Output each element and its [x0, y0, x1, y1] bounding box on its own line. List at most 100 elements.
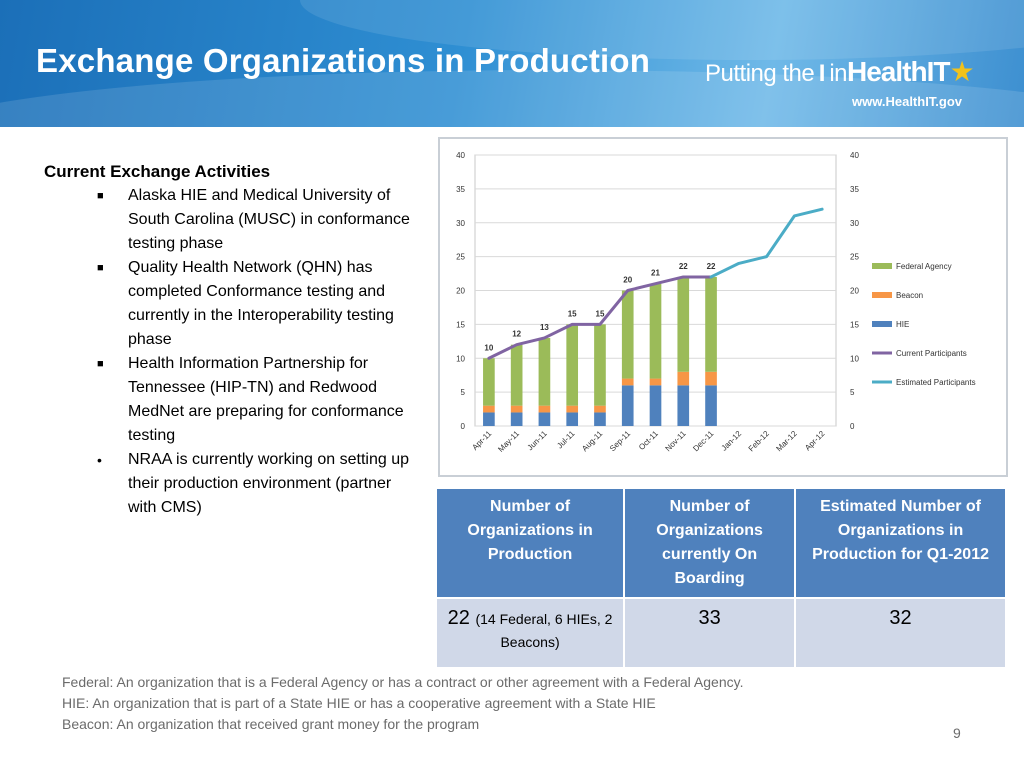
y-tick-label-right: 25: [850, 253, 859, 262]
bar-hie: [621, 385, 634, 426]
data-label: 22: [707, 262, 716, 271]
footnote-hie: HIE: An organization that is part of a S…: [62, 695, 656, 711]
round-bullet-icon: •: [97, 452, 102, 468]
bar-federal-agency: [649, 283, 662, 379]
slide-title: Exchange Organizations in Production: [36, 42, 651, 79]
bar-hie: [566, 412, 579, 426]
y-tick-label-left: 35: [456, 185, 465, 194]
legend-label: Beacon: [896, 291, 923, 300]
cell-estimated: 32: [794, 597, 1007, 669]
bar-federal-agency: [594, 324, 606, 406]
legend-label: Current Participants: [896, 349, 967, 358]
x-tick-label: Mar-12: [774, 429, 799, 454]
x-tick-label: Oct-11: [637, 429, 660, 452]
bar-beacon: [705, 371, 717, 386]
data-label: 20: [623, 276, 632, 285]
data-label: 21: [651, 269, 660, 278]
x-tick-label: Aug-11: [580, 429, 605, 454]
y-tick-label-left: 25: [456, 253, 465, 262]
activities-panel: Current Exchange Activities ■ Alaska HIE …: [44, 162, 414, 520]
bar-federal-agency: [621, 290, 634, 379]
logo-in: in: [829, 60, 848, 87]
line-estimated-participants: [709, 207, 824, 279]
x-tick-label: Feb-12: [747, 429, 772, 454]
cell-onboarding: 33: [623, 597, 797, 669]
healthit-logo: Putting the I inHealthIT★: [705, 55, 975, 88]
legend-swatch: [872, 263, 892, 269]
data-label: 10: [484, 343, 493, 352]
cell-production: 22 (14 Federal, 6 HIEs, 2 Beacons): [434, 597, 626, 669]
bar-federal-agency: [705, 276, 717, 372]
legend-swatch: [872, 292, 892, 298]
participants-chart: 0 0 5 5 10 10 15 15 20 20 25 25 30 30 35 35 40 40 Apr-11 Ma…: [438, 137, 1008, 477]
header-onboarding: Number of Organizations currently On Boa…: [623, 487, 797, 599]
header-production: Number of Organizations in Production: [434, 487, 626, 599]
logo-prefix: Putting the: [705, 60, 815, 87]
logo-url: www.HealthIT.gov: [852, 94, 963, 109]
x-tick-label: Apr-11: [470, 429, 493, 452]
bar-federal-agency: [538, 337, 551, 406]
bar-beacon: [566, 405, 579, 413]
bar-hie: [705, 385, 717, 426]
square-bullet-icon: ■: [97, 190, 104, 202]
legend-label: HIE: [896, 320, 909, 329]
list-item: ■ Quality Health Network (QHN) has comple…: [44, 256, 414, 352]
y-tick-label-left: 5: [461, 388, 466, 397]
bar-federal-agency: [510, 344, 523, 406]
legend-label: Federal Agency: [896, 262, 952, 271]
list-item-text: Quality Health Network (QHN) has complet…: [128, 259, 394, 348]
y-tick-label-right: 10: [850, 354, 859, 363]
bar-federal-agency: [677, 276, 690, 372]
y-tick-label-right: 40: [850, 151, 859, 160]
legend-swatch: [872, 321, 892, 327]
data-label: 22: [679, 262, 688, 271]
bar-hie: [677, 385, 690, 426]
data-label: 13: [540, 323, 549, 332]
bar-hie: [510, 412, 523, 426]
y-tick-label-right: 20: [850, 287, 859, 296]
bar-hie: [538, 412, 551, 426]
y-tick-label-left: 30: [456, 219, 465, 228]
logo-it: IT: [926, 56, 951, 87]
bar-beacon: [483, 405, 495, 413]
y-tick-label-left: 15: [456, 320, 465, 329]
bar-beacon: [594, 405, 606, 413]
bar-beacon: [510, 405, 523, 413]
list-item: ■ Health Information Partnership for Tenn…: [44, 352, 414, 448]
y-tick-label-left: 10: [456, 354, 465, 363]
bar-hie: [649, 385, 662, 426]
production-breakdown: (14 Federal, 6 HIEs, 2 Beacons): [475, 611, 613, 650]
bar-beacon: [621, 378, 634, 386]
y-tick-label-right: 35: [850, 185, 859, 194]
bar-beacon: [677, 371, 690, 386]
star-icon: ★: [949, 56, 975, 87]
list-item: • NRAA is currently working on setting up…: [44, 448, 414, 520]
square-bullet-icon: ■: [97, 262, 104, 274]
bar-federal-agency: [483, 358, 495, 406]
footnote-federal: Federal: An organization that is a Feder…: [62, 674, 744, 690]
y-tick-label-right: 5: [850, 388, 855, 397]
data-label: 12: [512, 330, 521, 339]
x-tick-label: May-11: [496, 429, 521, 454]
legend-label: Estimated Participants: [896, 378, 976, 387]
activities-heading: Current Exchange Activities: [44, 162, 271, 181]
y-tick-label-right: 15: [850, 320, 859, 329]
bar-hie: [483, 412, 495, 426]
y-tick-label-left: 20: [456, 287, 465, 296]
bar-beacon: [538, 405, 551, 413]
line-current-participants: [487, 275, 713, 360]
x-tick-label: Dec-11: [691, 429, 716, 454]
x-tick-label: Nov-11: [663, 429, 688, 454]
activities-list: ■ Alaska HIE and Medical University of So…: [44, 184, 414, 520]
logo-i: I: [818, 60, 826, 87]
summary-table: Number of Organizations in Production Nu…: [434, 487, 1007, 669]
y-tick-label-left: 40: [456, 151, 465, 160]
header-estimated: Estimated Number of Organizations in Pro…: [794, 487, 1007, 599]
footnotes: Federal: An organization that is a Feder…: [62, 672, 743, 735]
y-tick-label-right: 0: [850, 422, 855, 431]
x-tick-label: Jul-11: [555, 429, 577, 451]
list-item-text: Health Information Partnership for Tenne…: [128, 355, 404, 444]
list-item-text: Alaska HIE and Medical University of Sou…: [128, 187, 410, 252]
production-count: 22: [447, 607, 470, 629]
